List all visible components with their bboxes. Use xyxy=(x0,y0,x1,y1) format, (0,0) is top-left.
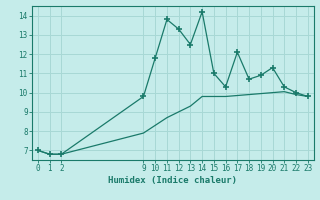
X-axis label: Humidex (Indice chaleur): Humidex (Indice chaleur) xyxy=(108,176,237,185)
